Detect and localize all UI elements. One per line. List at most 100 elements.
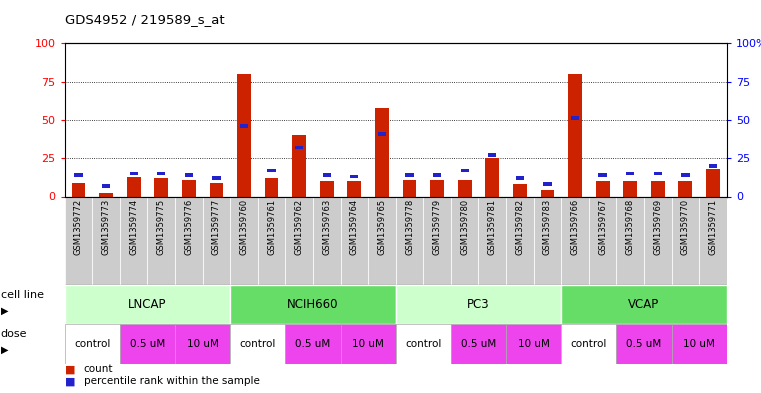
Text: GSM1359773: GSM1359773 [101,199,110,255]
Text: GSM1359778: GSM1359778 [405,199,414,255]
Text: count: count [84,364,113,375]
Bar [506,324,561,364]
Bar [65,285,230,324]
Bar [403,180,416,196]
Bar [460,169,469,173]
Bar [127,176,141,196]
Text: percentile rank within the sample: percentile rank within the sample [84,376,260,386]
Bar [230,324,285,364]
Text: 0.5 uM: 0.5 uM [461,339,496,349]
Bar [182,180,196,196]
Bar [102,184,110,188]
Bar [230,196,258,285]
Bar [209,183,223,196]
Bar [175,324,230,364]
Text: 0.5 uM: 0.5 uM [130,339,165,349]
Text: GSM1359777: GSM1359777 [212,199,221,255]
Bar [708,164,717,168]
Bar [175,196,202,285]
Bar [616,324,671,364]
Bar [313,196,340,285]
Bar [616,196,644,285]
Bar [486,158,499,196]
Bar [406,173,414,177]
Bar [154,178,168,196]
Bar [451,196,479,285]
Text: GSM1359779: GSM1359779 [432,199,441,255]
Bar [265,178,279,196]
Bar [92,196,120,285]
Text: GSM1359765: GSM1359765 [377,199,387,255]
Bar [157,172,165,175]
Bar [368,196,396,285]
Bar [589,196,616,285]
Bar [430,180,444,196]
Bar [341,196,368,285]
Text: GSM1359763: GSM1359763 [322,199,331,255]
Bar [396,324,451,364]
Bar [202,196,230,285]
Bar [341,324,396,364]
Bar [561,324,616,364]
Bar [237,74,251,196]
Text: 10 uM: 10 uM [186,339,218,349]
Bar [212,176,221,180]
Bar [99,193,113,196]
Text: 10 uM: 10 uM [517,339,549,349]
Bar [513,184,527,196]
Bar [230,285,396,324]
Text: cell line: cell line [1,290,44,300]
Bar [129,172,138,175]
Text: GSM1359764: GSM1359764 [350,199,359,255]
Text: GSM1359769: GSM1359769 [653,199,662,255]
Bar [568,74,582,196]
Bar [350,174,358,178]
Text: NCIH660: NCIH660 [287,298,339,311]
Bar [375,108,389,196]
Text: GSM1359767: GSM1359767 [598,199,607,255]
Bar [623,181,637,196]
Bar [571,116,579,120]
Text: GSM1359783: GSM1359783 [543,199,552,255]
Bar [671,324,727,364]
Bar [65,196,92,285]
Text: control: control [405,339,441,349]
Text: GSM1359772: GSM1359772 [74,199,83,255]
Bar [185,173,193,177]
Text: dose: dose [1,329,27,339]
Bar [240,124,248,128]
Bar [285,196,313,285]
Text: GSM1359776: GSM1359776 [184,199,193,255]
Bar [561,285,727,324]
Bar [479,196,506,285]
Text: GSM1359771: GSM1359771 [708,199,718,255]
Text: 0.5 uM: 0.5 uM [626,339,661,349]
Text: GSM1359774: GSM1359774 [129,199,139,255]
Text: GSM1359781: GSM1359781 [488,199,497,255]
Bar [423,196,451,285]
Bar [543,182,552,186]
Text: PC3: PC3 [467,298,490,311]
Bar [506,196,533,285]
Text: GSM1359766: GSM1359766 [571,199,580,255]
Bar [654,172,662,175]
Bar [148,196,175,285]
Bar [258,196,285,285]
Bar [699,196,727,285]
Text: GSM1359782: GSM1359782 [515,199,524,255]
Text: 10 uM: 10 uM [352,339,384,349]
Bar [65,324,119,364]
Bar [323,173,331,177]
Text: ▶: ▶ [1,305,8,316]
Text: GSM1359762: GSM1359762 [295,199,304,255]
Bar [267,169,275,173]
Text: control: control [74,339,110,349]
Text: ■: ■ [65,376,75,386]
Bar [285,324,341,364]
Bar [651,181,664,196]
Bar [72,183,85,196]
Text: GSM1359780: GSM1359780 [460,199,470,255]
Bar [533,196,561,285]
Bar [348,181,361,196]
Text: control: control [240,339,276,349]
